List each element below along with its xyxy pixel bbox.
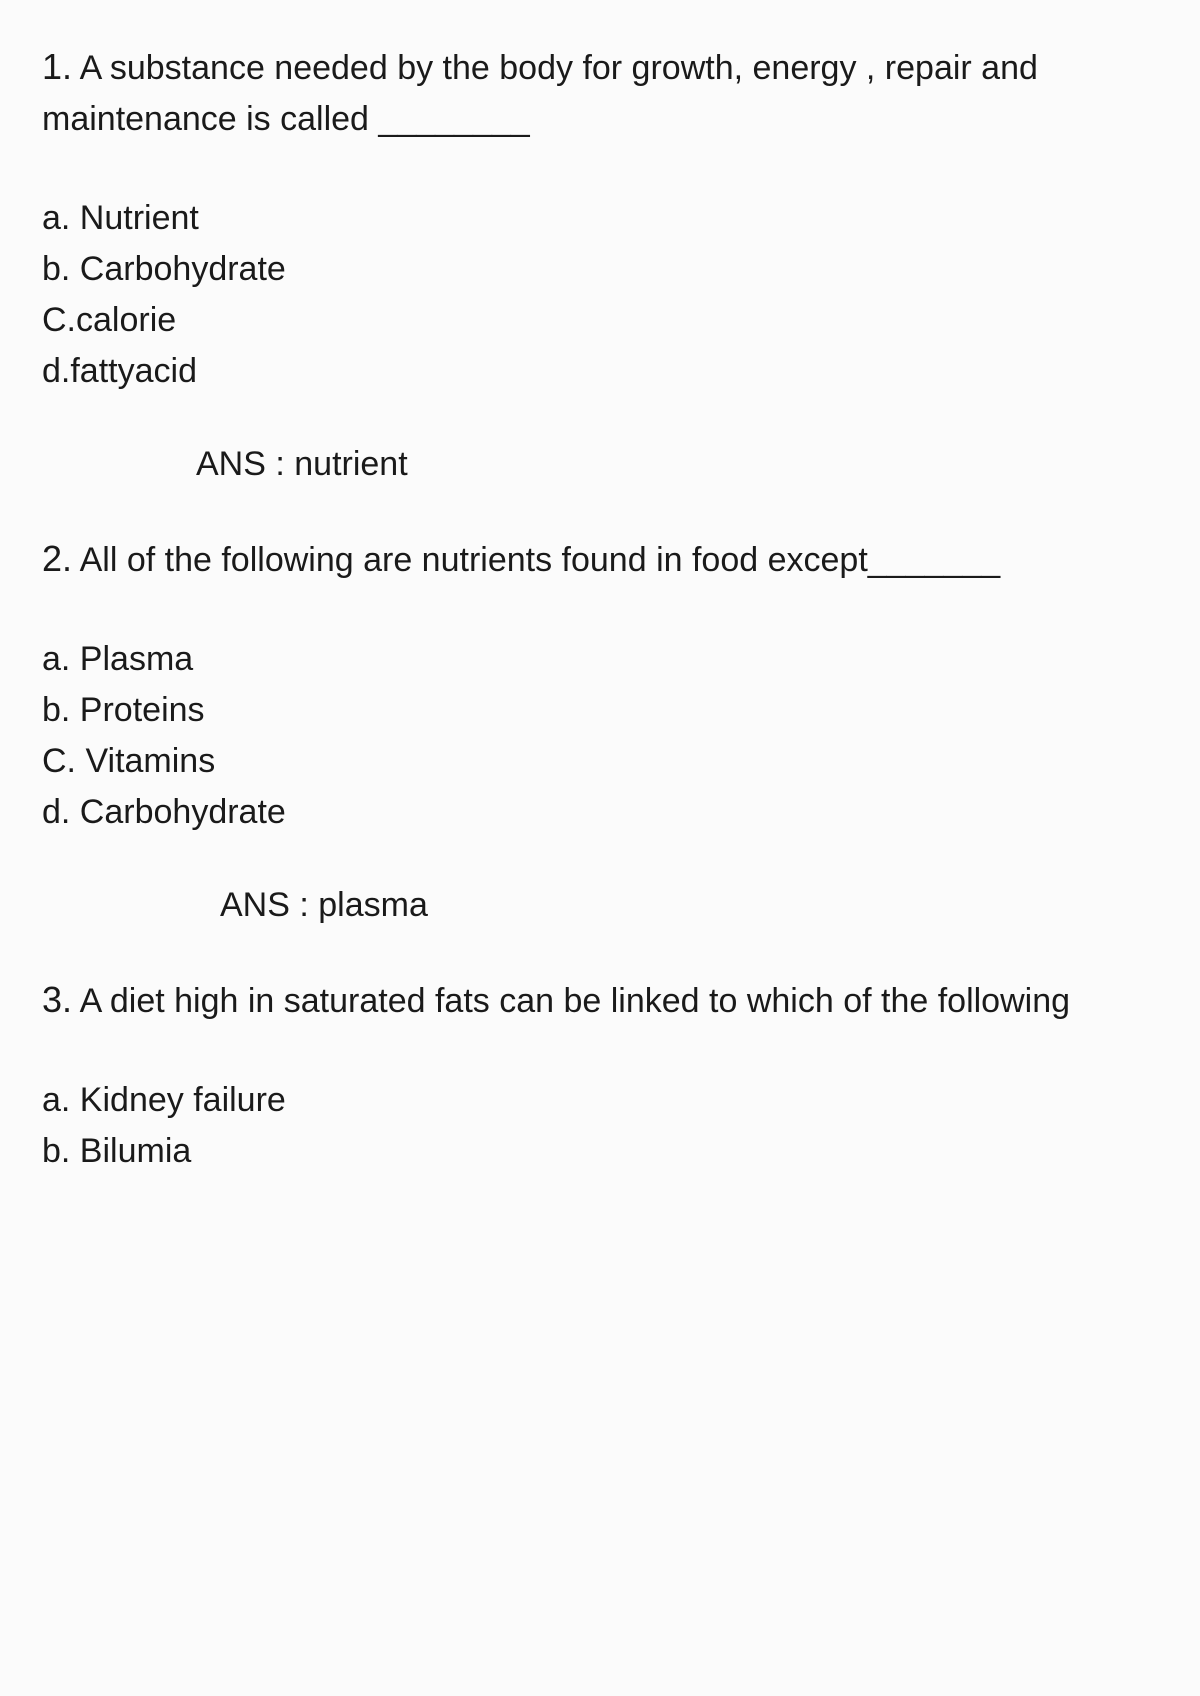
- question-3-option-a: a. Kidney failure: [42, 1075, 1158, 1126]
- question-1-body: A substance needed by the body for growt…: [42, 49, 1038, 138]
- question-2-option-c: C. Vitamins: [42, 736, 1158, 787]
- question-3: 3. A diet high in saturated fats can be …: [42, 973, 1158, 1177]
- question-1-option-b: b. Carbohydrate: [42, 244, 1158, 295]
- question-1-text: 1. A substance needed by the body for gr…: [42, 40, 1158, 145]
- question-1-number: 1.: [42, 46, 72, 87]
- question-2-answer: ANS : plasma: [42, 886, 1158, 925]
- question-1-option-d: d.fattyacid: [42, 346, 1158, 397]
- question-2-option-a: a. Plasma: [42, 634, 1158, 685]
- question-2-number: 2.: [42, 538, 72, 579]
- question-1-options: a. Nutrient b. Carbohydrate C.calorie d.…: [42, 193, 1158, 397]
- question-2-text: 2. All of the following are nutrients fo…: [42, 532, 1158, 586]
- question-1-option-a: a. Nutrient: [42, 193, 1158, 244]
- question-1-option-c: C.calorie: [42, 295, 1158, 346]
- question-3-options: a. Kidney failure b. Bilumia: [42, 1075, 1158, 1177]
- question-1-answer: ANS : nutrient: [42, 445, 1158, 484]
- question-3-number: 3.: [42, 979, 72, 1020]
- question-1: 1. A substance needed by the body for gr…: [42, 40, 1158, 484]
- question-3-text: 3. A diet high in saturated fats can be …: [42, 973, 1158, 1027]
- question-2-options: a. Plasma b. Proteins C. Vitamins d. Car…: [42, 634, 1158, 838]
- question-2-body: All of the following are nutrients found…: [80, 541, 1001, 579]
- question-2-option-d: d. Carbohydrate: [42, 787, 1158, 838]
- question-2-option-b: b. Proteins: [42, 685, 1158, 736]
- question-3-option-b: b. Bilumia: [42, 1126, 1158, 1177]
- question-3-body: A diet high in saturated fats can be lin…: [80, 982, 1070, 1020]
- question-2: 2. All of the following are nutrients fo…: [42, 532, 1158, 925]
